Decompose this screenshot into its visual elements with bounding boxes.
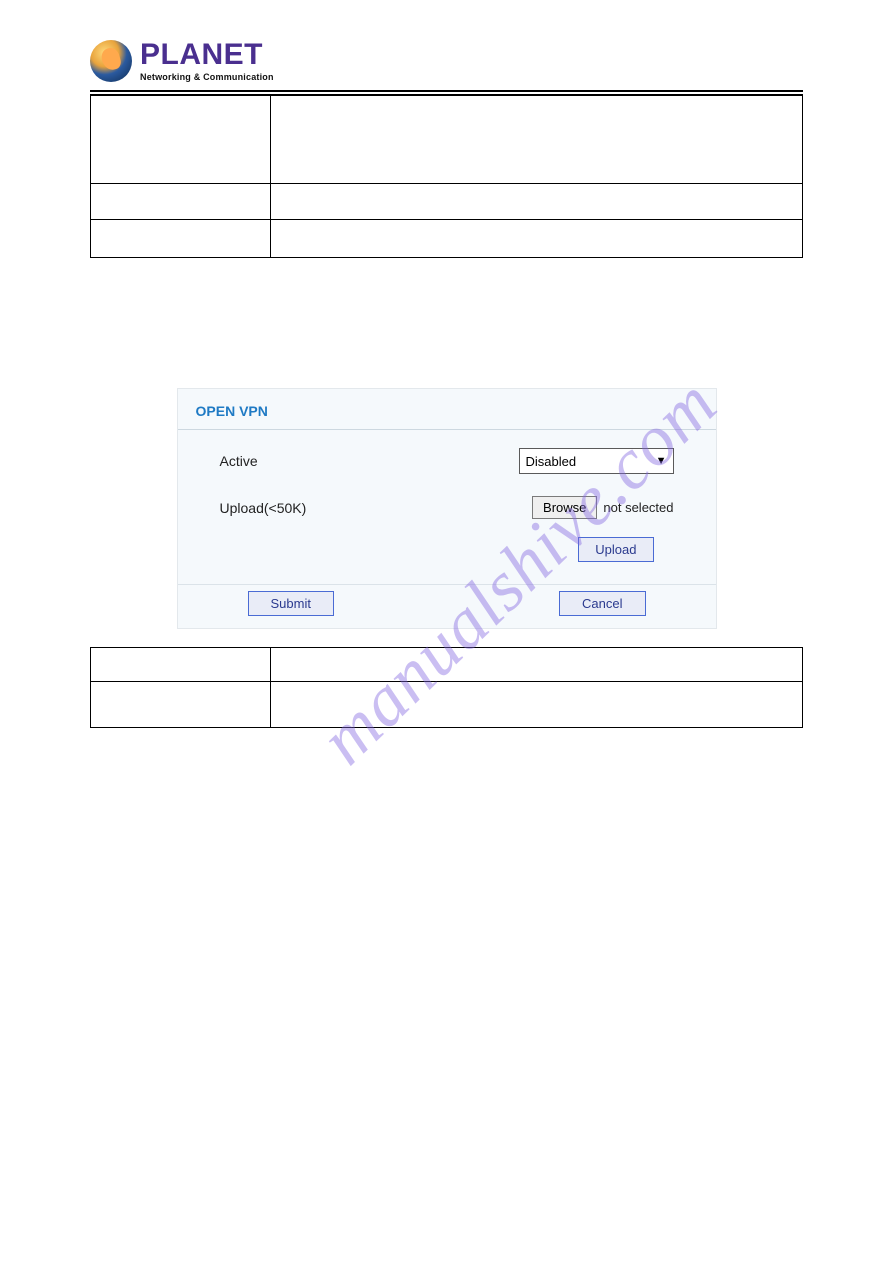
row-upload: Upload(<50K) Browse not selected xyxy=(178,492,716,537)
chevron-down-icon: ▼ xyxy=(656,455,667,467)
upload-button[interactable]: Upload xyxy=(578,537,653,562)
table-cell xyxy=(271,682,803,728)
logo-globe-icon xyxy=(90,40,132,82)
table-cell xyxy=(271,648,803,682)
active-label: Active xyxy=(220,453,519,469)
table-cell xyxy=(271,96,803,184)
active-select[interactable]: Disabled ▼ xyxy=(519,448,674,474)
logo-text-wrap: PLANET Networking & Communication xyxy=(140,40,274,82)
panel-footer: Submit Cancel xyxy=(178,584,716,628)
row-active: Active Disabled ▼ xyxy=(178,444,716,492)
submit-button[interactable]: Submit xyxy=(248,591,334,616)
file-status: not selected xyxy=(603,500,673,515)
logo-brand: PLANET xyxy=(140,40,274,70)
upload-label: Upload(<50K) xyxy=(220,500,533,516)
panel-divider xyxy=(178,429,716,430)
table-cell xyxy=(91,96,271,184)
cancel-button[interactable]: Cancel xyxy=(559,591,645,616)
table-cell xyxy=(91,184,271,220)
table-cell xyxy=(271,220,803,258)
row-upload-action: Upload xyxy=(178,537,716,584)
table-cell xyxy=(271,184,803,220)
logo-tagline: Networking & Communication xyxy=(140,72,274,82)
upper-table xyxy=(90,95,803,258)
panel-title: OPEN VPN xyxy=(178,389,716,429)
active-select-value: Disabled xyxy=(526,454,577,469)
browse-button[interactable]: Browse xyxy=(532,496,597,519)
table-cell xyxy=(91,648,271,682)
openvpn-panel: OPEN VPN Active Disabled ▼ Upload(<50K) … xyxy=(177,388,717,629)
table-cell xyxy=(91,682,271,728)
lower-table xyxy=(90,647,803,728)
brand-logo: PLANET Networking & Communication xyxy=(90,40,803,82)
table-cell xyxy=(91,220,271,258)
